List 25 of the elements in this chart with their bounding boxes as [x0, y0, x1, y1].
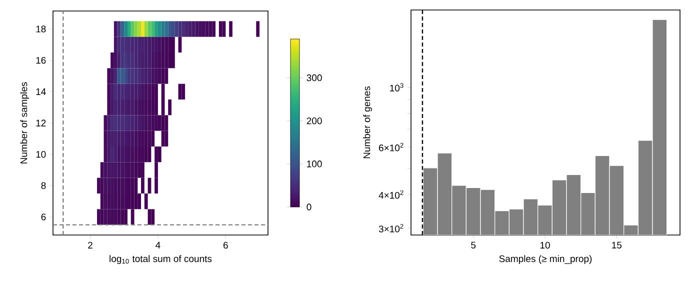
y-tick-label: 8	[41, 182, 46, 190]
y-tick-label: 6×10$^{2}$	[379, 142, 404, 152]
x-tick-label: 6	[224, 242, 228, 249]
x-tick-label: 4	[156, 242, 160, 248]
x-tick-label: 2	[88, 242, 92, 248]
y-tick-label: 6	[41, 214, 46, 220]
x-axis-title: log$_{10}$ total sum of counts	[110, 255, 212, 264]
x-axis-title: Samples (≥ min_prop)	[499, 255, 592, 264]
y-tick-label: 12	[36, 120, 46, 126]
x-tick-label: 15	[612, 242, 622, 248]
y-tick-label: 4×10$^{2}$	[378, 190, 404, 199]
color-bar-label: 200	[306, 117, 322, 124]
y-tick-label: 16	[36, 56, 46, 64]
color-bar-label: 300	[306, 74, 322, 82]
color-bar-label: 0	[306, 204, 312, 210]
x-tick-label: 10	[540, 242, 550, 249]
y-axis-title: Number of samples	[20, 82, 30, 164]
y-tick-label: 14	[36, 88, 46, 95]
y-tick-label: 3×10$^{2}$	[378, 224, 404, 232]
y-tick-label: 10$^{3}$	[390, 83, 404, 92]
x-tick-label: 5	[471, 242, 476, 248]
y-axis-title: Number of genes	[363, 86, 372, 158]
color-bar-label: 100	[307, 160, 322, 168]
y-tick-label: 18	[36, 26, 46, 32]
y-tick-label: 10	[36, 150, 46, 158]
